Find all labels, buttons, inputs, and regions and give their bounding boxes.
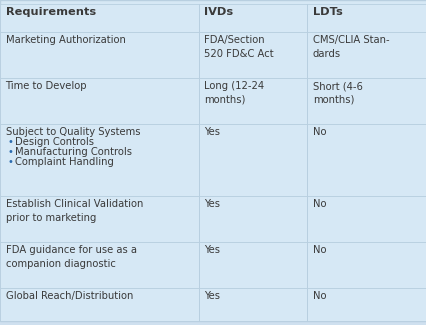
Text: •: • — [8, 157, 14, 167]
Bar — [198, 196, 307, 242]
Bar — [0, 4, 198, 32]
Text: •: • — [8, 147, 14, 157]
Bar — [0, 78, 198, 124]
Text: No: No — [312, 200, 326, 209]
Bar — [0, 196, 198, 242]
Text: FDA/Section
520 FD&C Act: FDA/Section 520 FD&C Act — [204, 35, 273, 58]
Bar — [0, 242, 198, 288]
Text: Establish Clinical Validation
prior to marketing: Establish Clinical Validation prior to m… — [6, 200, 143, 223]
Text: Global Reach/Distribution: Global Reach/Distribution — [6, 291, 132, 301]
Text: No: No — [312, 291, 326, 301]
Bar — [307, 4, 426, 32]
Text: LDTs: LDTs — [312, 7, 342, 17]
Bar — [307, 78, 426, 124]
Bar — [307, 32, 426, 78]
Text: Marketing Authorization: Marketing Authorization — [6, 35, 125, 46]
Bar — [198, 32, 307, 78]
Text: Yes: Yes — [204, 200, 219, 209]
Text: Time to Develop: Time to Develop — [6, 81, 87, 91]
Text: No: No — [312, 245, 326, 255]
Text: Subject to Quality Systems: Subject to Quality Systems — [6, 127, 140, 137]
Text: Long (12-24
months): Long (12-24 months) — [204, 81, 264, 104]
Bar — [198, 242, 307, 288]
Text: FDA guidance for use as a
companion diagnostic: FDA guidance for use as a companion diag… — [6, 245, 136, 268]
Bar — [307, 242, 426, 288]
Text: •: • — [8, 137, 14, 147]
Text: Yes: Yes — [204, 291, 219, 301]
Text: Short (4-6
months): Short (4-6 months) — [312, 81, 362, 104]
Text: Requirements: Requirements — [6, 7, 95, 17]
Bar — [198, 4, 307, 32]
Text: CMS/CLIA Stan-
dards: CMS/CLIA Stan- dards — [312, 35, 389, 58]
Text: Yes: Yes — [204, 127, 219, 137]
Bar — [307, 196, 426, 242]
Bar — [307, 124, 426, 196]
Text: Manufacturing Controls: Manufacturing Controls — [15, 147, 132, 157]
Bar — [198, 124, 307, 196]
Bar — [0, 288, 198, 321]
Bar — [307, 288, 426, 321]
Text: IVDs: IVDs — [204, 7, 233, 17]
Bar — [0, 32, 198, 78]
Text: Yes: Yes — [204, 245, 219, 255]
Bar — [198, 78, 307, 124]
Text: No: No — [312, 127, 326, 137]
Text: Design Controls: Design Controls — [15, 137, 94, 147]
Bar — [198, 288, 307, 321]
Bar — [0, 124, 198, 196]
Text: Complaint Handling: Complaint Handling — [15, 157, 114, 167]
